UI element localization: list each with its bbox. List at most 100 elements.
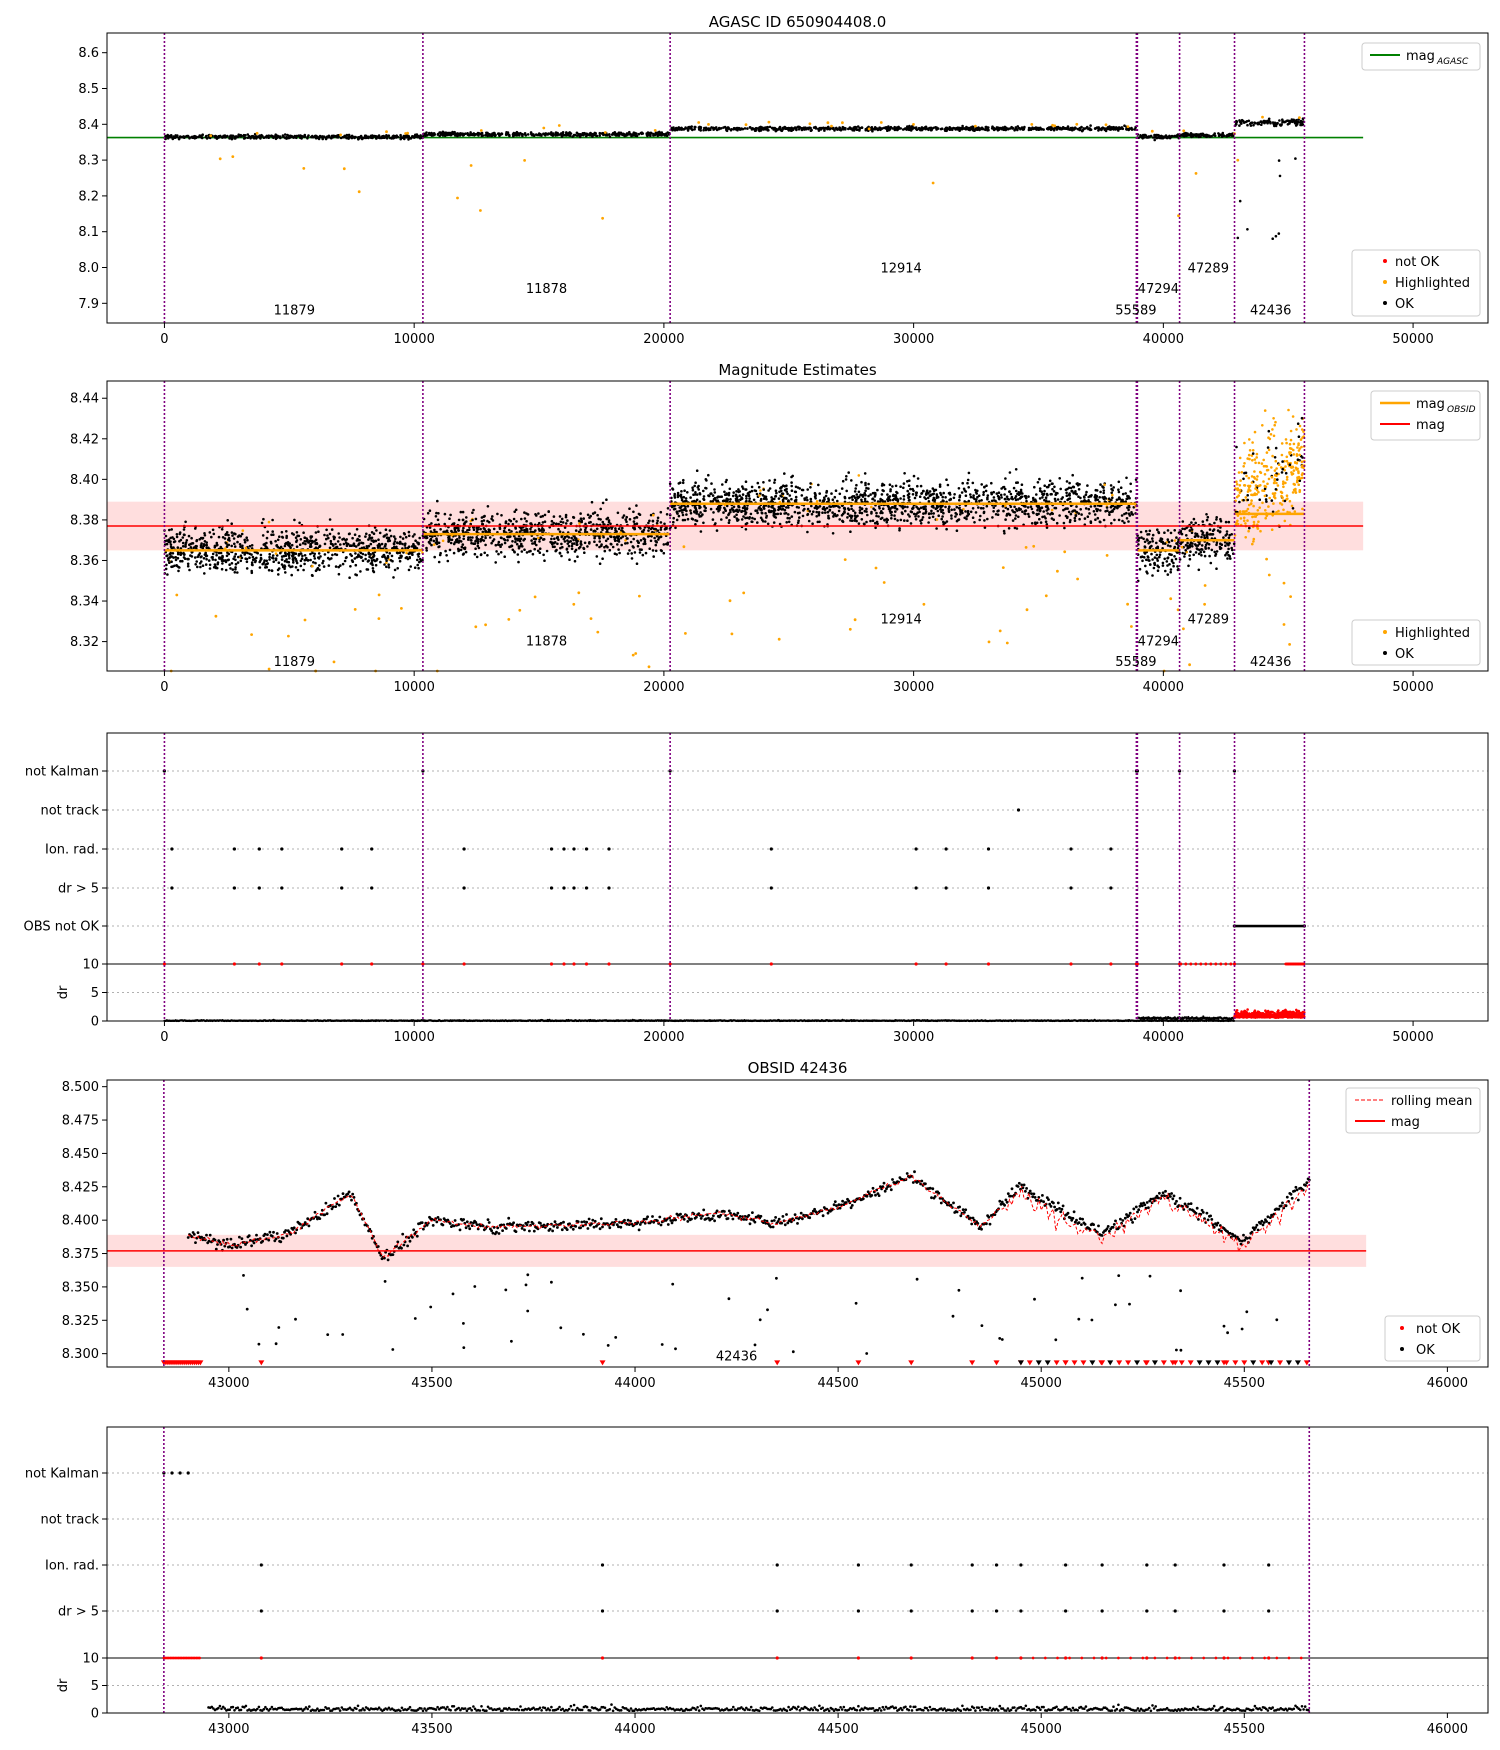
data-point-ok — [537, 521, 541, 525]
data-point-ok — [370, 556, 373, 560]
x-tick-label: 0 — [160, 332, 168, 347]
data-point-ok — [741, 493, 745, 496]
data-point-ok — [741, 506, 745, 510]
data-point-ok — [964, 510, 967, 513]
data-point-ok — [806, 530, 809, 534]
data-point-ok — [1262, 119, 1265, 123]
data-point-ok — [601, 520, 605, 524]
data-point-ok — [203, 572, 206, 575]
data-point-ok — [971, 516, 975, 519]
data-point-ok — [605, 498, 608, 502]
data-point-ok — [810, 504, 813, 508]
data-point-ok — [723, 508, 727, 511]
data-point-ok — [374, 539, 377, 543]
data-point-ok — [299, 564, 303, 568]
data-point-ok — [582, 547, 586, 551]
data-point-ok — [402, 134, 406, 138]
data-point-highlighted — [912, 123, 915, 126]
data-point-ok — [279, 136, 282, 140]
data-point-ok — [809, 486, 812, 489]
data-point-ok — [741, 485, 744, 488]
data-point-ok — [662, 543, 666, 546]
data-point-ok — [324, 137, 328, 141]
data-point-ok — [322, 565, 326, 568]
data-point-ok — [493, 132, 496, 135]
data-point-ok — [271, 530, 275, 533]
data-point-ok — [359, 556, 363, 559]
data-point-ok — [1026, 506, 1030, 509]
data-point-ok — [343, 135, 346, 139]
data-point-ok — [556, 542, 559, 546]
data-point-ok — [842, 128, 845, 131]
data-point-ok — [490, 134, 493, 138]
data-point-ok — [801, 514, 805, 518]
data-point-ok — [383, 534, 387, 537]
data-point-ok — [916, 484, 919, 488]
data-point-ok — [452, 522, 456, 525]
data-point-ok — [287, 564, 291, 567]
data-point-ok — [370, 561, 374, 565]
data-point-ok — [673, 492, 676, 496]
data-point-ok — [790, 481, 793, 484]
data-point-ok — [219, 551, 223, 555]
data-point-ok — [810, 512, 814, 516]
data-point-ok — [298, 543, 302, 546]
data-point-ok — [924, 508, 927, 511]
data-point-ok — [690, 128, 694, 131]
data-point-ok — [780, 495, 783, 498]
data-point-ok — [1186, 132, 1189, 136]
data-point-ok — [950, 514, 953, 517]
data-point-ok — [229, 567, 232, 570]
data-point-ok — [418, 557, 422, 561]
data-point-ok — [1087, 499, 1090, 502]
data-point-ok — [1031, 511, 1035, 514]
data-point-ok — [995, 127, 999, 130]
data-point-ok — [1058, 126, 1062, 130]
data-point-ok — [271, 518, 274, 522]
data-point-ok — [481, 535, 484, 539]
data-point-ok — [881, 482, 884, 486]
data-point-ok — [176, 556, 180, 560]
data-point-ok — [942, 520, 945, 524]
data-point-ok — [609, 542, 613, 546]
data-point-ok — [464, 550, 468, 554]
data-point-ok — [401, 537, 405, 540]
data-point-ok — [299, 538, 303, 541]
data-point-ok — [875, 511, 878, 515]
data-point-ok — [816, 506, 819, 509]
data-point-highlighted — [311, 564, 314, 568]
data-point-ok — [860, 126, 864, 129]
data-point-ok — [948, 126, 951, 129]
data-point-ok — [641, 553, 645, 557]
data-point-highlighted — [469, 164, 473, 167]
data-point-ok — [1086, 484, 1089, 487]
data-point-ok — [1045, 492, 1049, 496]
data-point-ok — [855, 483, 858, 487]
data-point-ok — [1014, 514, 1018, 517]
data-point-ok — [284, 554, 288, 557]
data-point-ok — [479, 553, 483, 557]
data-point-ok — [564, 522, 568, 525]
data-point-ok — [841, 479, 845, 483]
data-point-ok — [583, 551, 586, 554]
data-point-ok — [382, 553, 386, 557]
data-point-ok — [1106, 509, 1109, 512]
data-point-ok — [515, 520, 518, 523]
data-point-ok — [944, 129, 947, 132]
data-point-ok — [563, 537, 566, 540]
data-point-ok — [577, 530, 581, 534]
data-point-ok — [306, 137, 309, 140]
data-point-ok — [1038, 477, 1041, 481]
data-point-ok — [1273, 124, 1276, 128]
data-point-ok — [717, 509, 720, 513]
data-point-ok — [894, 484, 898, 488]
data-point-ok — [639, 539, 643, 542]
data-point-ok — [992, 490, 995, 494]
data-point-ok — [848, 496, 851, 500]
data-point-highlighted — [357, 190, 361, 194]
data-point-ok — [389, 559, 393, 562]
data-point-ok — [819, 127, 822, 131]
data-point-ok — [284, 552, 287, 555]
data-point-ok — [614, 536, 617, 539]
